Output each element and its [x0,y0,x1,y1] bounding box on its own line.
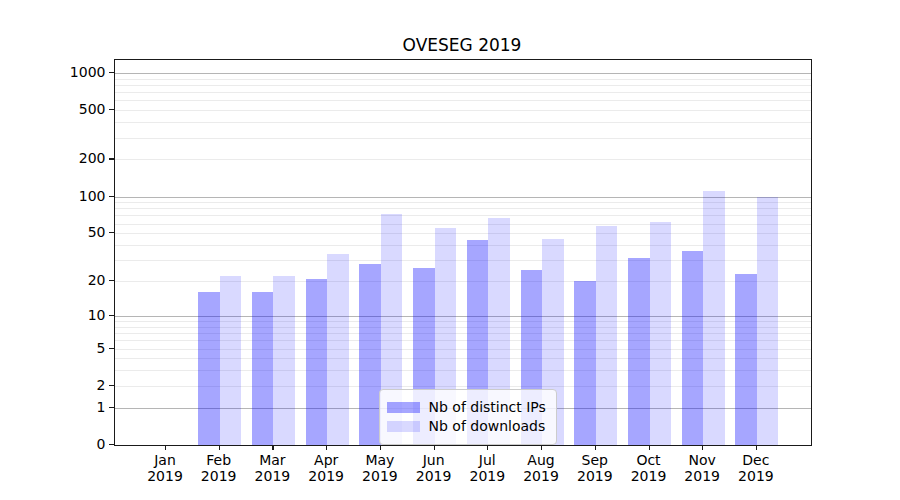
x-tick-label: Jun 2019 [404,452,464,484]
x-tick-label: Feb 2019 [189,452,249,484]
y-tick-label: 100 [46,187,106,205]
y-tick-label: 1 [46,398,106,416]
bar-distinct-ips-mar [252,292,274,445]
legend-item-distinct-ips: Nb of distinct IPs [387,399,546,416]
chart-figure: OVESEG 2019 Nb of distinct IPs Nb of dow… [0,0,900,500]
x-tick [219,445,220,450]
y-tick-label: 10 [46,306,106,324]
legend-swatch-distinct-ips [387,402,420,413]
bar-distinct-ips-sep [574,281,596,445]
x-tick-label: Jan 2019 [135,452,195,484]
y-tick-label: 50 [46,223,106,241]
x-tick [434,445,435,450]
y-tick-label: 1000 [46,63,106,81]
y-tick [109,444,114,445]
x-tick-label: Oct 2019 [619,452,679,484]
bar-downloads-oct [650,222,672,445]
x-tick-label: Sep 2019 [565,452,625,484]
y-tick [109,109,114,110]
bar-downloads-sep [596,226,618,445]
minor-gridline [115,159,811,160]
bar-downloads-mar [273,276,295,445]
bar-downloads-dec [757,197,779,446]
x-tick-label: Mar 2019 [242,452,302,484]
x-tick [165,445,166,450]
y-tick-label: 200 [46,149,106,167]
x-tick [487,445,488,450]
y-tick [109,196,114,197]
bar-distinct-ips-nov [682,251,704,446]
bar-downloads-nov [703,191,725,445]
x-tick-label: Jul 2019 [457,452,517,484]
x-tick-label: May 2019 [350,452,410,484]
y-tick [109,348,114,349]
bar-distinct-ips-oct [628,258,650,445]
y-tick-label: 0 [46,435,106,453]
minor-gridline [115,85,811,86]
legend-label-downloads: Nb of downloads [429,418,546,435]
x-tick [380,445,381,450]
legend: Nb of distinct IPs Nb of downloads [379,389,557,445]
y-tick [109,72,114,73]
x-tick-label: Aug 2019 [511,452,571,484]
major-gridline [115,73,811,74]
bar-distinct-ips-apr [306,279,328,446]
minor-gridline [115,100,811,101]
x-tick [541,445,542,450]
x-tick-label: Dec 2019 [726,452,786,484]
y-tick [109,407,114,408]
x-tick [649,445,650,450]
minor-gridline [115,79,811,80]
plot-area: Nb of distinct IPs Nb of downloads [114,59,812,446]
x-tick [595,445,596,450]
legend-swatch-downloads [387,421,420,432]
y-tick-label: 5 [46,339,106,357]
bar-distinct-ips-feb [198,292,220,445]
minor-gridline [115,138,811,139]
bar-downloads-feb [220,276,242,445]
minor-gridline [115,110,811,111]
y-tick [109,385,114,386]
bar-distinct-ips-dec [735,274,757,445]
legend-label-distinct-ips: Nb of distinct IPs [429,399,546,416]
x-tick [756,445,757,450]
chart-title: OVESEG 2019 [114,35,810,55]
x-tick-label: Apr 2019 [296,452,356,484]
bar-distinct-ips-may [359,264,381,445]
y-tick-label: 500 [46,100,106,118]
minor-gridline [115,92,811,93]
x-tick [702,445,703,450]
x-tick-label: Nov 2019 [672,452,732,484]
x-tick [272,445,273,450]
x-tick [326,445,327,450]
y-tick [109,280,114,281]
bar-downloads-apr [327,254,349,446]
y-tick [109,315,114,316]
y-tick-label: 2 [46,376,106,394]
y-tick [109,232,114,233]
y-tick-label: 20 [46,271,106,289]
minor-gridline [115,122,811,123]
legend-item-downloads: Nb of downloads [387,418,546,435]
y-tick [109,158,114,159]
